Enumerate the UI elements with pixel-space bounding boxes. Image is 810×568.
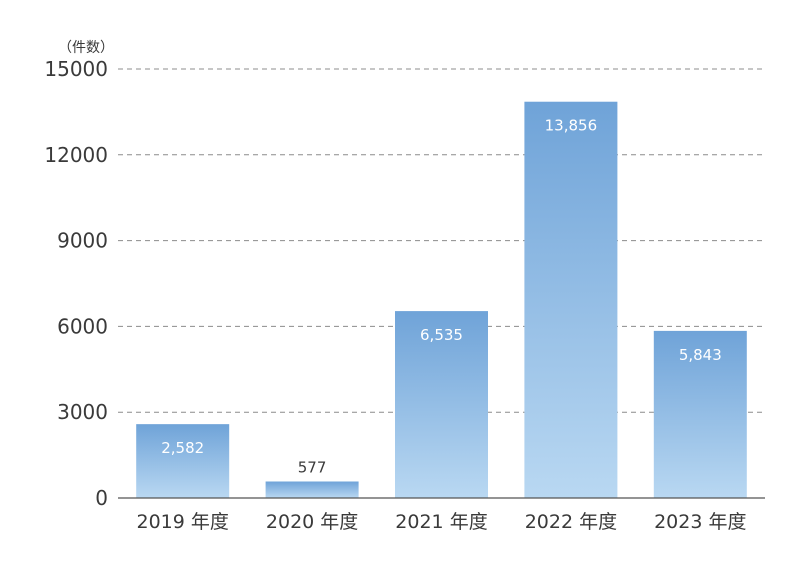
y-tick-label: 9000	[57, 229, 108, 253]
x-category-label: 2023 年度	[654, 511, 746, 533]
bar	[395, 311, 488, 498]
y-tick-label: 3000	[57, 400, 108, 424]
y-tick-label: 12000	[44, 143, 108, 167]
x-category-label: 2019 年度	[136, 511, 228, 533]
bar	[136, 424, 230, 498]
bar-value-label: 13,856	[545, 117, 598, 135]
bar-value-label: 2,582	[161, 439, 204, 457]
x-category-label: 2022 年度	[525, 511, 617, 533]
bar	[653, 330, 747, 498]
bar	[265, 481, 359, 498]
y-tick-label: 15000	[44, 57, 108, 81]
y-unit-label: （件数）	[58, 40, 114, 56]
bar-value-label: 5,843	[679, 346, 722, 364]
bar-value-label: 6,535	[420, 326, 463, 344]
x-category-label: 2021 年度	[395, 511, 487, 533]
y-tick-label: 0	[95, 486, 108, 510]
bar-value-label: 577	[298, 458, 327, 476]
x-category-label: 2020 年度	[266, 511, 358, 533]
bar	[524, 101, 618, 499]
y-tick-label: 6000	[57, 314, 108, 338]
